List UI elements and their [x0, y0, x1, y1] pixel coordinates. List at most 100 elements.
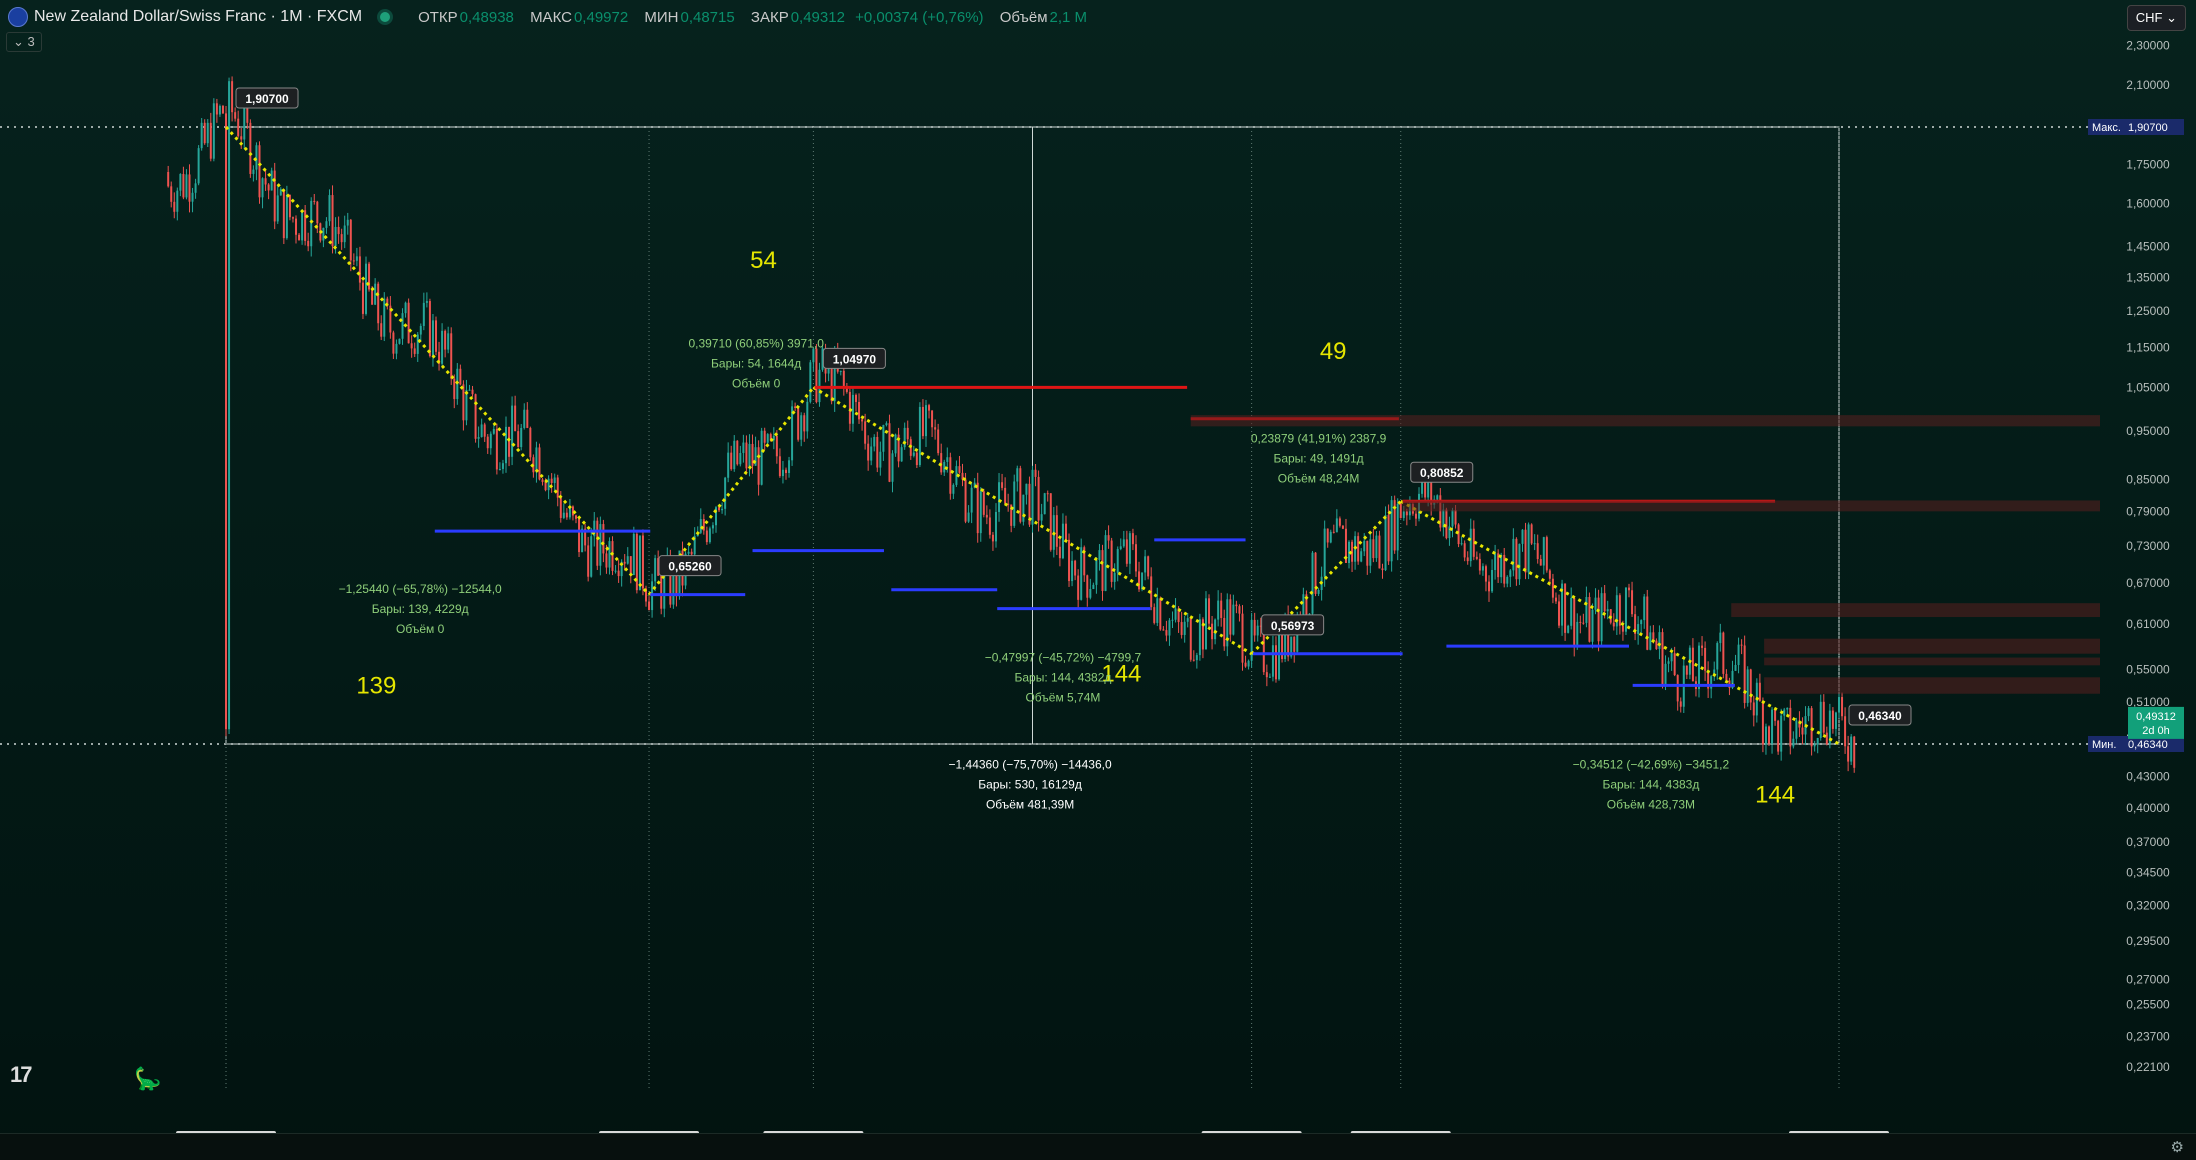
candle — [1305, 594, 1308, 620]
candle — [465, 389, 468, 421]
candle — [1046, 493, 1049, 495]
candle — [1573, 597, 1576, 646]
candle — [979, 491, 982, 534]
candle — [751, 443, 754, 466]
candle — [1853, 736, 1856, 768]
price-tick: 0,29500 — [2126, 934, 2170, 948]
candle — [1673, 653, 1676, 676]
candle — [1201, 619, 1204, 650]
candle — [952, 484, 955, 494]
candle — [1679, 701, 1682, 707]
candle — [973, 482, 976, 488]
candle — [371, 289, 374, 305]
candle — [867, 443, 870, 461]
candle — [1615, 595, 1618, 627]
price-tick: 0,40000 — [2126, 801, 2170, 815]
candle — [1329, 531, 1332, 543]
indicators-count: 3 — [27, 34, 35, 49]
candle — [791, 406, 794, 461]
candle — [982, 491, 985, 515]
candle — [1819, 701, 1822, 738]
candle — [541, 479, 544, 482]
candle — [477, 437, 480, 439]
candle — [1138, 571, 1141, 590]
candle — [1262, 626, 1265, 673]
candle — [1478, 558, 1481, 571]
measurement-label: Объём 481,39M — [986, 798, 1074, 812]
candle — [218, 105, 221, 115]
measurement-label: Объём 0 — [732, 377, 781, 391]
candle — [1083, 547, 1086, 576]
candle — [1247, 660, 1250, 667]
candle — [1068, 539, 1071, 582]
candle — [815, 348, 818, 403]
candle — [316, 201, 319, 224]
price-tick: 1,45000 — [2126, 239, 2170, 253]
candle — [1019, 468, 1022, 522]
candle — [1606, 609, 1609, 612]
dinosaur-icon[interactable]: 🦕 — [134, 1066, 162, 1091]
candle — [1533, 543, 1536, 545]
candle — [705, 530, 708, 543]
candle — [1554, 597, 1557, 602]
candle — [1667, 661, 1670, 664]
candle — [255, 145, 258, 170]
candle — [231, 81, 234, 113]
candle — [1847, 746, 1850, 762]
candle — [459, 368, 462, 385]
time-axis-bar[interactable] — [0, 1133, 2196, 1160]
candle — [687, 551, 690, 554]
candle — [1643, 596, 1646, 621]
candle — [1661, 632, 1664, 687]
candle — [495, 428, 498, 470]
price-tick: 0,25500 — [2126, 998, 2170, 1012]
price-tick: 2,30000 — [2126, 38, 2170, 52]
candle — [660, 575, 663, 609]
candle — [976, 482, 979, 534]
candle — [1049, 493, 1052, 550]
candle — [404, 302, 407, 314]
candle — [1725, 673, 1728, 681]
candle — [1424, 474, 1427, 498]
candle — [1497, 553, 1500, 578]
candle — [301, 210, 304, 241]
market-status-icon — [380, 12, 391, 22]
candle — [596, 520, 599, 566]
candle — [931, 410, 934, 428]
candle — [690, 551, 693, 555]
candle — [544, 481, 547, 491]
candle — [1646, 596, 1649, 650]
candle — [1128, 533, 1131, 564]
symbol-title[interactable]: New Zealand Dollar/Swiss Franc · 1M · FX… — [34, 8, 363, 25]
symbol-header: New Zealand Dollar/Swiss Franc · 1M · FX… — [0, 0, 2196, 34]
candle — [243, 102, 246, 140]
candle — [361, 282, 364, 314]
swing-label: 1,04970 — [833, 352, 877, 366]
candle — [1545, 537, 1548, 571]
min-badge: 0,46340 — [2128, 739, 2168, 751]
tradingview-logo[interactable]: 17 — [10, 1062, 33, 1087]
candle — [1256, 625, 1259, 636]
candle — [1089, 589, 1092, 598]
currency-selector[interactable]: CHF ⌄ — [2126, 5, 2186, 31]
candle — [1676, 675, 1679, 702]
candle — [1265, 672, 1268, 678]
open-label: ОТКР — [418, 8, 458, 26]
candle — [937, 429, 940, 454]
resistance-zone — [1764, 657, 2100, 666]
candle — [711, 525, 714, 529]
candle — [267, 184, 270, 191]
candle — [462, 384, 465, 421]
candle — [1841, 697, 1844, 717]
candle — [282, 189, 285, 239]
candle — [1165, 630, 1168, 636]
candle — [1131, 533, 1134, 545]
gear-icon[interactable]: ⚙ — [2170, 1139, 2184, 1156]
indicators-toggle[interactable]: ⌄ 3 — [6, 32, 42, 52]
candle — [1104, 535, 1107, 591]
candle — [1503, 554, 1506, 584]
candle — [1798, 720, 1801, 728]
candle — [313, 200, 316, 202]
candle — [1825, 732, 1828, 745]
